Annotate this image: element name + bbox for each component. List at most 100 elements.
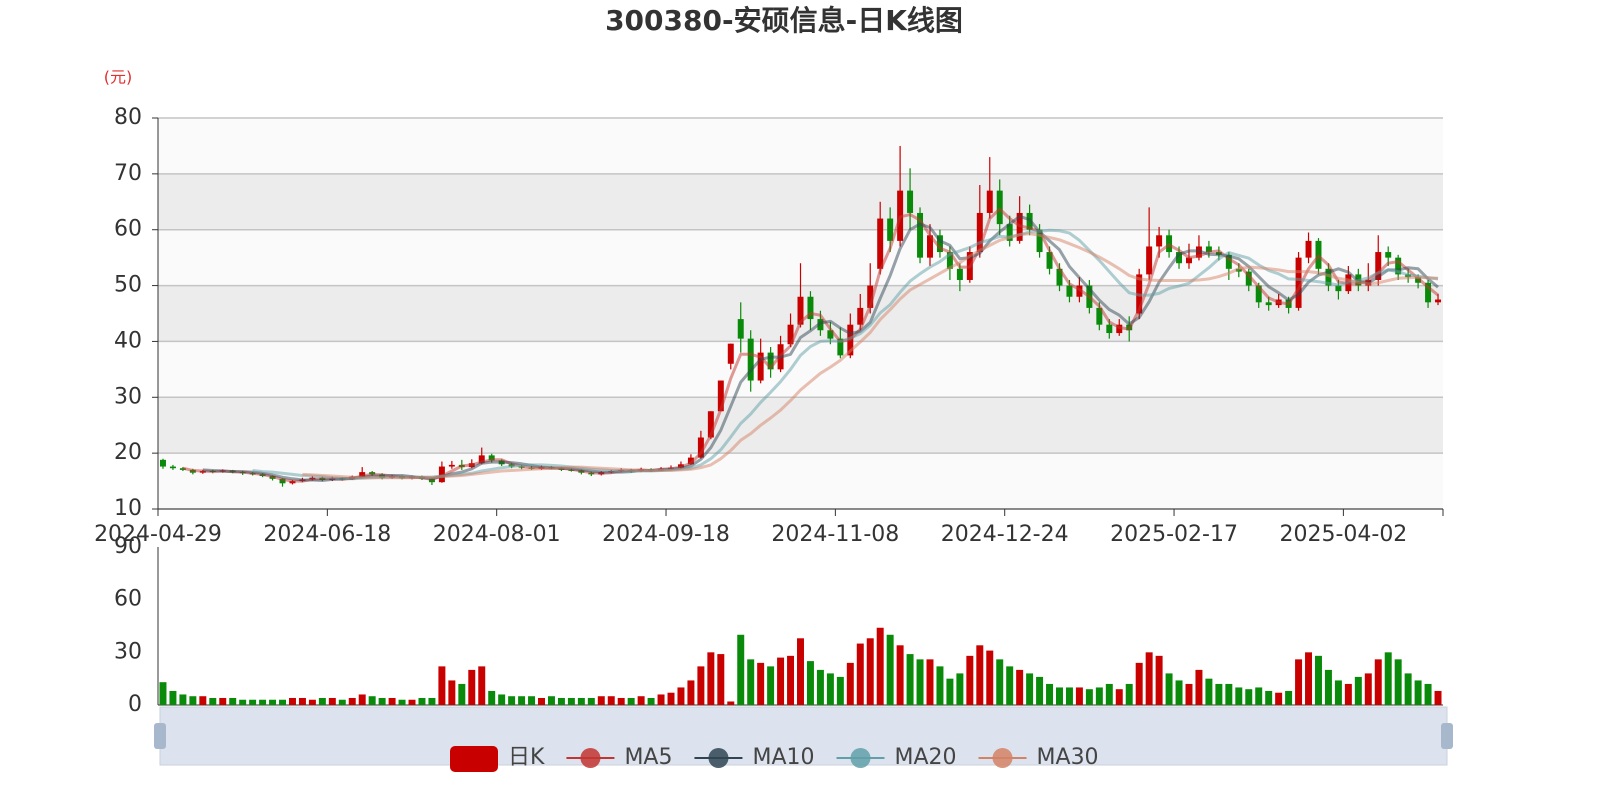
- candle-body: [797, 296, 804, 325]
- volume-bar: [1245, 689, 1253, 705]
- volume-bar: [966, 655, 974, 705]
- candle-body: [1335, 285, 1342, 292]
- volume-bar: [777, 657, 785, 705]
- candle-body: [747, 338, 754, 381]
- volume-bar: [1215, 683, 1223, 705]
- y-tick-label: 60: [114, 217, 142, 242]
- volume-bar: [438, 666, 446, 705]
- candle-body: [1156, 235, 1163, 247]
- candle-body: [867, 285, 874, 308]
- volume-bar: [1414, 680, 1422, 705]
- volume-bar: [288, 697, 296, 705]
- volume-bar: [607, 696, 615, 705]
- volume-bar: [1314, 655, 1322, 705]
- volume-bar: [986, 650, 994, 705]
- x-tick-label: 2024-09-18: [602, 522, 730, 547]
- y-unit: (元): [104, 68, 133, 87]
- volume-bar: [567, 697, 575, 705]
- chart-title: 300380-安硕信息-日K线图: [605, 4, 963, 37]
- candle-body: [1096, 307, 1103, 325]
- volume-bar: [547, 696, 555, 705]
- volume-bar: [1105, 683, 1113, 705]
- volume-bar: [328, 697, 336, 705]
- volume-bar: [906, 654, 914, 705]
- volume-bar: [408, 699, 416, 705]
- candle-body: [1046, 252, 1053, 269]
- candle-body: [1435, 299, 1442, 303]
- volume-bar: [806, 661, 814, 705]
- candle-body: [1036, 229, 1043, 253]
- volume-bar: [856, 643, 864, 705]
- candle-body: [717, 380, 724, 412]
- volume-bar: [996, 659, 1004, 705]
- volume-bar: [727, 701, 735, 705]
- volume-bar: [468, 669, 476, 705]
- volume-bar: [428, 697, 436, 705]
- volume-bar: [1115, 689, 1123, 705]
- legend-item[interactable]: MA30: [978, 745, 1099, 770]
- x-tick-label: 2024-08-01: [433, 522, 561, 547]
- volume-bar: [1225, 683, 1233, 705]
- volume-bar: [239, 699, 247, 705]
- volume-bar: [1195, 669, 1203, 705]
- candle-body: [887, 218, 894, 241]
- legend-item[interactable]: MA20: [836, 745, 957, 770]
- candle-body: [1265, 302, 1272, 306]
- volume-bar: [876, 627, 884, 705]
- split-area: [158, 453, 1443, 509]
- volume-bar: [1434, 690, 1442, 705]
- candle-body: [697, 437, 704, 458]
- volume-bar: [498, 694, 506, 705]
- y-tick-label: 10: [114, 496, 142, 521]
- volume-bar: [946, 678, 954, 705]
- candle-body: [707, 411, 714, 438]
- volume-bar: [179, 694, 187, 705]
- volume-bar: [747, 659, 755, 705]
- y-tick-label: 20: [114, 440, 142, 465]
- volume-bar: [1255, 687, 1263, 705]
- candle-body: [687, 457, 694, 465]
- volume-bar: [976, 645, 984, 705]
- candle-body: [837, 338, 844, 356]
- candle-body: [1176, 252, 1183, 264]
- volume-bar: [1165, 673, 1173, 705]
- volume-bar: [757, 662, 765, 705]
- volume-bar: [1036, 676, 1044, 705]
- volume-bar: [1424, 683, 1432, 705]
- legend-item[interactable]: MA5: [566, 745, 672, 770]
- candle-body: [996, 190, 1003, 225]
- volume-bar: [279, 699, 287, 705]
- candle-body: [976, 212, 983, 253]
- zoom-handle-left[interactable]: [154, 723, 166, 749]
- volume-bar: [1085, 689, 1093, 705]
- legend-item[interactable]: 日K: [450, 745, 545, 772]
- volume-bar: [219, 697, 227, 705]
- split-area: [158, 118, 1443, 174]
- volume-bar: [249, 699, 257, 705]
- candle-body: [1066, 285, 1073, 297]
- volume-bar: [159, 682, 167, 705]
- volume-bar: [229, 697, 237, 705]
- zoom-handle-right[interactable]: [1441, 723, 1453, 749]
- volume-bar: [926, 659, 934, 705]
- legend-item[interactable]: MA10: [694, 745, 815, 770]
- volume-bar: [1265, 690, 1273, 705]
- candle-body: [1205, 246, 1212, 253]
- data-zoom-slider[interactable]: [159, 706, 1448, 766]
- volume-bar: [697, 666, 705, 705]
- x-tick-label: 2024-06-18: [263, 522, 391, 547]
- volume-bar: [896, 645, 904, 705]
- volume-bar: [318, 697, 326, 705]
- volume-bar: [627, 697, 635, 705]
- volume-bar: [378, 697, 386, 705]
- candle-body: [1186, 257, 1192, 264]
- volume-bar: [886, 634, 894, 705]
- candle-body: [1395, 257, 1402, 275]
- volume-bar: [368, 696, 376, 705]
- legend-label: 日K: [508, 745, 545, 770]
- volume-bar: [1344, 683, 1352, 705]
- legend-icon-dot: [992, 748, 1013, 768]
- legend-icon: [450, 746, 498, 772]
- candle-body: [857, 307, 864, 325]
- volume-bar: [1095, 687, 1103, 705]
